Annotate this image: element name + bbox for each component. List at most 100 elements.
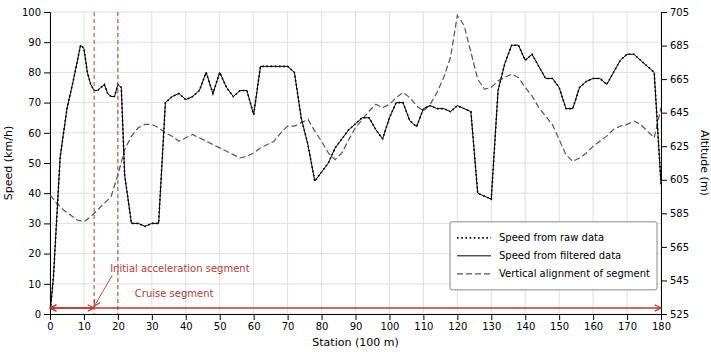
x-axis-tick-label: 140 <box>516 321 535 332</box>
x-axis-tick-label: 80 <box>316 321 329 332</box>
legend-item: Speed from raw data <box>457 232 604 243</box>
y-axis-tick-label: 30 <box>28 218 41 229</box>
y2-axis-tick: 605 <box>661 174 689 185</box>
x-axis-tick: 130 <box>482 314 501 332</box>
x-axis-tick: 70 <box>282 314 295 332</box>
y-axis-tick: 40 <box>28 188 50 199</box>
y-axis-tick-label: 50 <box>28 158 41 169</box>
x-axis-tick-line <box>288 314 289 320</box>
grid-line-y <box>50 102 661 103</box>
annotation-arrow <box>94 275 112 306</box>
x-axis-tick-label: 70 <box>282 321 295 332</box>
series-group <box>50 15 661 314</box>
y2-axis-tick-line <box>661 180 667 181</box>
x-axis-tick: 80 <box>316 314 329 332</box>
x-axis-tick-label: 40 <box>180 321 193 332</box>
y-axis-tick: 30 <box>28 218 50 229</box>
y2-axis-tick: 565 <box>661 242 689 253</box>
y2-axis-tick: 645 <box>661 107 689 118</box>
y-axis-tick-line <box>44 42 50 43</box>
x-axis-tick-label: 150 <box>550 321 569 332</box>
y-axis-title: Speed (km/h) <box>2 126 15 200</box>
y2-axis-tick-line <box>661 46 667 47</box>
y-axis-tick-label: 70 <box>28 97 41 108</box>
y2-axis-tick: 705 <box>661 7 689 18</box>
x-axis-tick: 50 <box>214 314 227 332</box>
x-axis-tick-line <box>322 314 323 320</box>
y-axis: 0 10 20 30 40 50 60 70 80 90 100 <box>22 7 51 320</box>
x-axis-tick-line <box>457 314 458 320</box>
y2-axis-tick: 625 <box>661 141 689 152</box>
grid-line-y <box>50 12 661 13</box>
x-axis-tick: 30 <box>146 314 159 332</box>
x-axis-tick-line <box>593 314 594 320</box>
y-axis-tick-line <box>44 314 50 315</box>
x-axis-tick-line <box>356 314 357 320</box>
y2-axis-tick-line <box>661 247 667 248</box>
legend: Speed from raw data Speed from filtered d… <box>450 222 657 290</box>
x-axis-tick: 180 <box>652 314 671 332</box>
x-axis-domain <box>51 315 662 321</box>
y-axis-tick: 60 <box>28 128 50 139</box>
x-axis-tick: 120 <box>448 314 467 332</box>
x-axis-tick-line <box>220 314 221 320</box>
y-axis-tick: 80 <box>28 67 50 78</box>
grid-line-y <box>50 163 661 164</box>
x-axis-tick-line <box>254 314 255 320</box>
legend-item: Speed from filtered data <box>457 250 621 261</box>
y-axis-tick: 100 <box>22 7 50 18</box>
y2-axis-tick-line <box>661 213 667 214</box>
y-axis-tick-line <box>44 223 50 224</box>
x-axis: 0102030405060708090100110120130140150160… <box>47 314 671 332</box>
y2-axis-tick-label: 545 <box>670 275 689 286</box>
series-line <box>50 15 661 221</box>
x-axis-tick-label: 50 <box>214 321 227 332</box>
series-line <box>50 45 661 314</box>
x-axis-tick-line <box>525 314 526 320</box>
x-axis-tick: 20 <box>112 314 125 332</box>
y2-axis-tick-line <box>661 280 667 281</box>
y-axis-tick-line <box>44 12 50 13</box>
y2-axis-tick-line <box>661 79 667 80</box>
grid-line-y <box>50 42 661 43</box>
x-axis-tick-line <box>627 314 628 320</box>
y2-axis-tick-label: 585 <box>670 208 689 219</box>
x-axis-tick-line <box>84 314 85 320</box>
x-axis-tick: 170 <box>618 314 637 332</box>
grid-line-y <box>50 72 661 73</box>
y-axis-tick-label: 0 <box>35 309 41 320</box>
x-axis-tick-label: 90 <box>350 321 363 332</box>
y-axis-tick-line <box>44 103 50 104</box>
y-axis-tick-label: 20 <box>28 248 41 259</box>
x-axis-tick-label: 160 <box>584 321 603 332</box>
y-axis-tick-line <box>44 284 50 285</box>
segment-line <box>50 307 94 309</box>
segment-line <box>50 307 661 309</box>
y2-axis-tick-label: 605 <box>670 174 689 185</box>
vertical-line <box>94 12 95 314</box>
x-axis-tick-label: 110 <box>414 321 433 332</box>
y-axis-tick: 10 <box>28 279 50 290</box>
y2-axis-tick-label: 705 <box>670 7 689 18</box>
y2-axis: 525545565585605625645665685705 <box>661 7 689 320</box>
y-axis-tick: 90 <box>28 37 50 48</box>
y-axis-tick-line <box>44 72 50 73</box>
y2-axis-tick-label: 525 <box>670 309 689 320</box>
y2-axis-tick: 665 <box>661 74 689 85</box>
plot: 0 10 20 30 40 50 60 70 80 90 100 110 120 130 140 150 160… <box>22 7 689 332</box>
series-line <box>50 45 661 314</box>
y-axis-tick: 70 <box>28 97 50 108</box>
legend-item: Vertical alignment of segment <box>457 268 650 279</box>
y-axis-tick-line <box>44 163 50 164</box>
y2-axis-title: Altitude (m) <box>698 130 711 196</box>
legend-swatch <box>457 273 491 274</box>
y-axis-tick-label: 60 <box>28 128 41 139</box>
x-axis-tick: 40 <box>180 314 193 332</box>
x-axis-tick: 100 <box>380 314 399 332</box>
x-axis-title: Station (100 m) <box>312 336 398 349</box>
grid-line-y <box>50 193 661 194</box>
x-axis-tick: 90 <box>350 314 363 332</box>
x-axis-tick: 150 <box>550 314 569 332</box>
y-axis-tick-label: 90 <box>28 37 41 48</box>
x-axis-tick-line <box>152 314 153 320</box>
